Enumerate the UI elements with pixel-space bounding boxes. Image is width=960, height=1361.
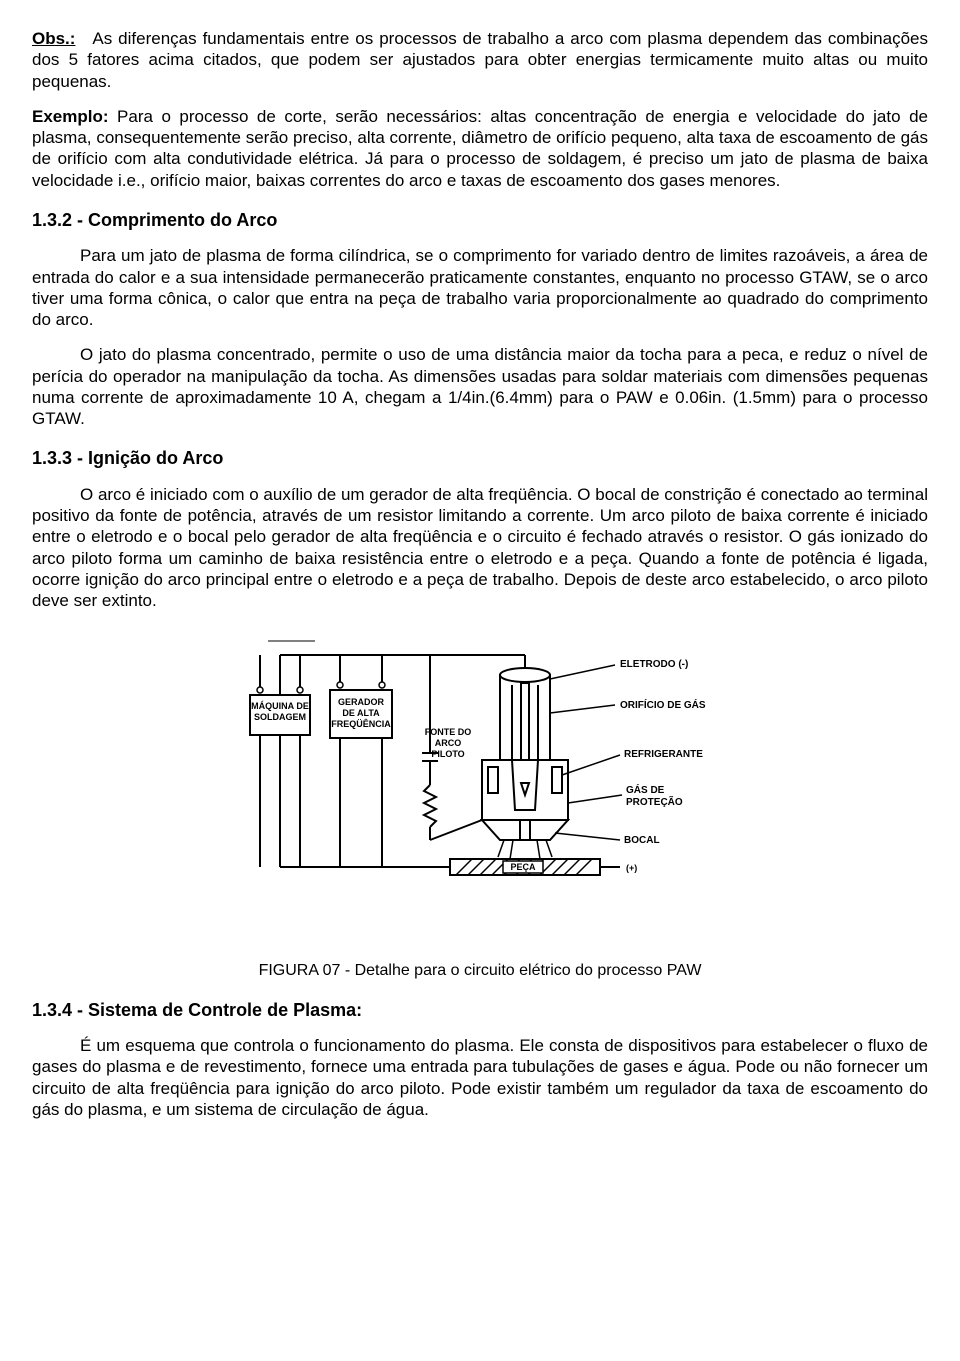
fig-label-plus: (+)	[626, 863, 637, 873]
heading-133: 1.3.3 - Ignição do Arco	[32, 447, 928, 470]
fig-label-bocal: BOCAL	[624, 835, 660, 846]
figure-7-caption: FIGURA 07 - Detalhe para o circuito elét…	[32, 961, 928, 981]
paragraph-132b: O jato do plasma concentrado, permite o …	[32, 344, 928, 429]
fig-label-maquina2: SOLDAGEM	[254, 712, 306, 722]
figure-7: PEÇA (+) MÁQUINA DE SOLDAGEM GERADOR DE …	[32, 635, 928, 940]
fig-label-ger2: DE ALTA	[342, 708, 380, 718]
obs-text: As diferenças fundamentais entre os proc…	[32, 29, 928, 91]
fig-label-refrigerante: REFRIGERANTE	[624, 749, 703, 760]
fig-label-peca: PEÇA	[510, 862, 536, 872]
fig-label-ger3: FREQÜÊNCIA	[331, 718, 391, 729]
obs-label: Obs.:	[32, 29, 75, 48]
paragraph-133: O arco é iniciado com o auxílio de um ge…	[32, 484, 928, 612]
fig-label-fonte3: PILOTO	[431, 749, 464, 759]
fig-label-maquina1: MÁQUINA DE	[251, 701, 309, 711]
exemplo-text: Para o processo de corte, serão necessár…	[32, 107, 928, 190]
paragraph-obs: Obs.: As diferenças fundamentais entre o…	[32, 28, 928, 92]
heading-132: 1.3.2 - Comprimento do Arco	[32, 209, 928, 232]
fig-label-gasprot1: GÁS DE	[626, 783, 665, 796]
heading-134: 1.3.4 - Sistema de Controle de Plasma:	[32, 999, 928, 1022]
fig-label-gasprot2: PROTEÇÃO	[626, 795, 683, 808]
exemplo-label: Exemplo:	[32, 107, 109, 126]
fig-label-fonte1: FONTE DO	[425, 727, 472, 737]
fig-label-orificio-gas: ORIFÍCIO DE GÁS	[620, 698, 706, 711]
paragraph-134: É um esquema que controla o funcionament…	[32, 1035, 928, 1120]
paragraph-132a: Para um jato de plasma de forma cilíndri…	[32, 245, 928, 330]
figure-7-svg: PEÇA (+) MÁQUINA DE SOLDAGEM GERADOR DE …	[220, 635, 740, 935]
paragraph-exemplo: Exemplo: Para o processo de corte, serão…	[32, 106, 928, 191]
fig-label-fonte2: ARCO	[435, 738, 462, 748]
fig-label-eletrodo: ELETRODO (-)	[620, 659, 688, 670]
fig-label-ger1: GERADOR	[338, 697, 385, 707]
